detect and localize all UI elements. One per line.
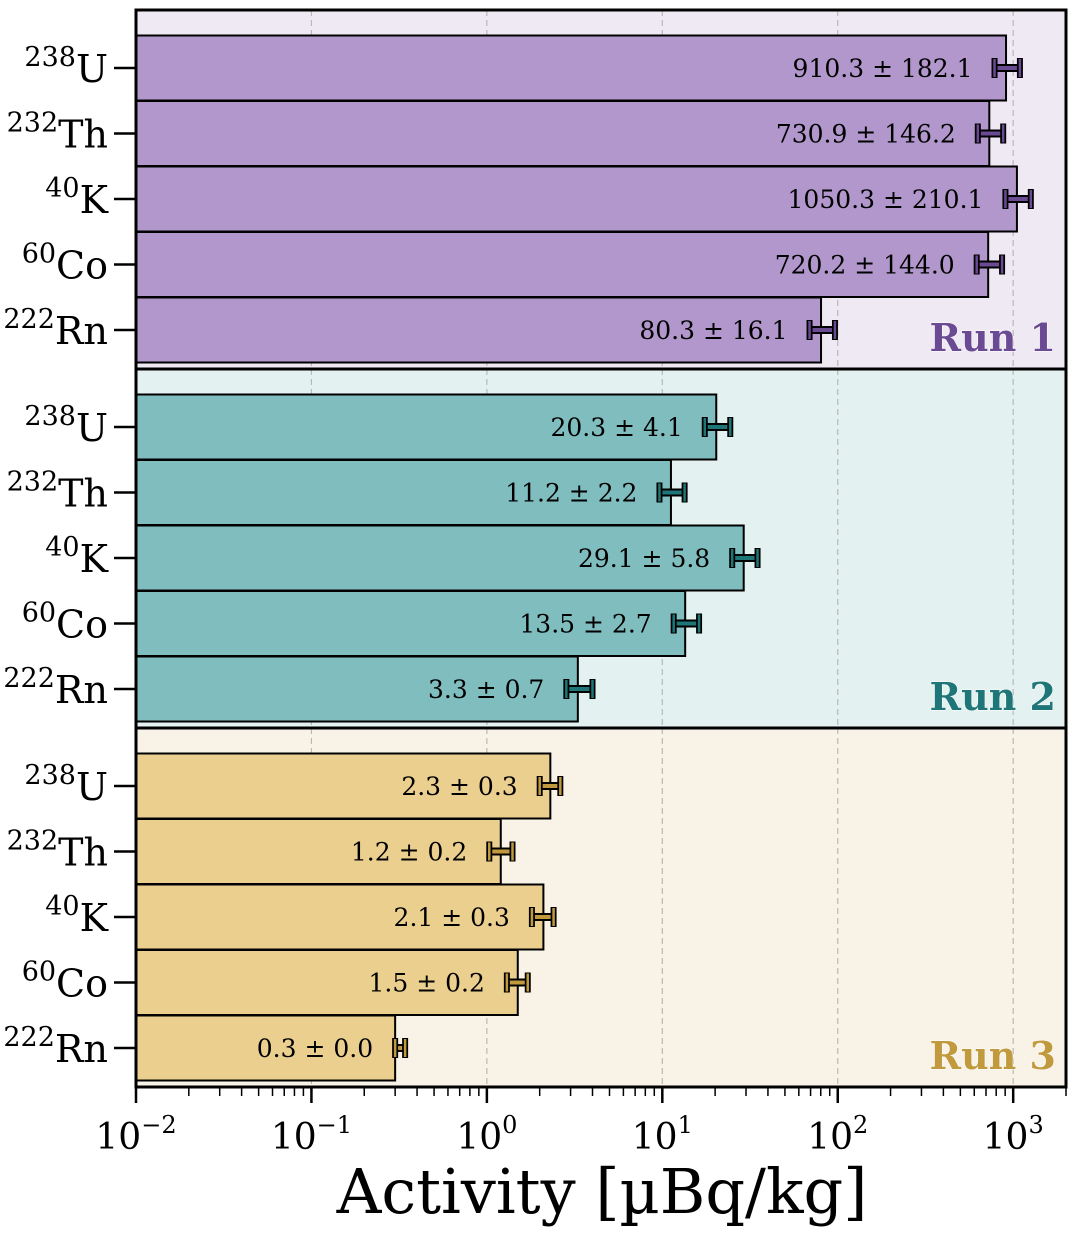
isotope-label: 40K bbox=[45, 891, 108, 940]
bar bbox=[135, 524, 745, 592]
bar bbox=[135, 165, 1018, 233]
isotope-label: 40K bbox=[45, 532, 108, 581]
error-bar bbox=[536, 776, 564, 796]
panel-run-1: 910.3 ± 182.1 730.9 ± 146.2 1050.3 ± 210.1… bbox=[3, 8, 1068, 371]
bar bbox=[135, 949, 519, 1016]
value-label: 1050.3 ± 210.1 bbox=[788, 185, 984, 214]
panel-run-3: 2.3 ± 0.3 1.2 ± 0.2 2.1 ± 0.3 1.5 ± 0.2 0.3 … bbox=[3, 726, 1068, 1089]
value-label: 20.3 ± 4.1 bbox=[551, 413, 683, 442]
error-bar bbox=[528, 907, 557, 927]
isotope-label: 60Co bbox=[22, 239, 108, 288]
bar bbox=[135, 459, 672, 526]
error-bar bbox=[974, 123, 1007, 144]
value-label: 13.5 ± 2.7 bbox=[519, 610, 651, 639]
value-label: 0.3 ± 0.0 bbox=[257, 1034, 373, 1063]
error-bar bbox=[729, 548, 761, 568]
value-label: 720.2 ± 144.0 bbox=[775, 251, 955, 280]
bar bbox=[135, 883, 545, 951]
panel-frame bbox=[134, 726, 1068, 1089]
bar bbox=[135, 231, 990, 298]
x-tick-label: 102 bbox=[807, 1111, 868, 1158]
run-label: Run 2 bbox=[929, 674, 1056, 719]
error-bar bbox=[806, 320, 838, 340]
bar bbox=[135, 1014, 397, 1082]
error-bar bbox=[670, 613, 703, 634]
error-bar bbox=[991, 58, 1023, 78]
isotope-label: 222Rn bbox=[3, 304, 108, 353]
bar bbox=[135, 34, 1008, 102]
error-bar bbox=[1002, 189, 1034, 209]
value-label: 910.3 ± 182.1 bbox=[793, 54, 973, 83]
bar bbox=[135, 296, 823, 364]
x-tick-label: 103 bbox=[983, 1111, 1044, 1158]
error-bar bbox=[973, 254, 1006, 275]
value-label: 29.1 ± 5.8 bbox=[578, 544, 710, 573]
value-label: 2.1 ± 0.3 bbox=[394, 903, 510, 932]
error-bar bbox=[392, 1038, 409, 1058]
isotope-label: 238U bbox=[24, 42, 108, 91]
value-label: 730.9 ± 146.2 bbox=[776, 120, 956, 149]
value-label: 3.3 ± 0.7 bbox=[428, 675, 544, 704]
isotope-label: 60Co bbox=[22, 598, 108, 647]
error-bar bbox=[486, 841, 516, 862]
isotope-label: 60Co bbox=[22, 957, 108, 1006]
x-tick-label: 101 bbox=[632, 1111, 693, 1158]
isotope-label: 238U bbox=[24, 760, 108, 809]
isotope-label: 232Th bbox=[7, 467, 108, 516]
run-label: Run 1 bbox=[929, 315, 1056, 360]
run-label: Run 3 bbox=[929, 1033, 1056, 1078]
error-bar bbox=[563, 679, 596, 699]
isotope-label: 222Rn bbox=[3, 1022, 108, 1071]
value-label: 11.2 ± 2.2 bbox=[505, 479, 637, 508]
x-tick-label: 10−2 bbox=[95, 1111, 176, 1158]
value-label: 1.5 ± 0.2 bbox=[369, 969, 485, 998]
x-axis-title: Activity [µBq/kg] bbox=[336, 1155, 868, 1228]
isotope-label: 238U bbox=[24, 401, 108, 450]
value-label: 80.3 ± 16.1 bbox=[639, 316, 787, 345]
isotope-label: 232Th bbox=[7, 826, 108, 875]
isotope-label: 232Th bbox=[7, 108, 108, 157]
panel-run-2: 20.3 ± 4.1 11.2 ± 2.2 29.1 ± 5.8 13.5 ± 2.7… bbox=[3, 367, 1068, 730]
x-tick-label: 10−1 bbox=[271, 1111, 352, 1158]
error-bar bbox=[701, 417, 734, 437]
error-bar bbox=[503, 972, 531, 993]
bar bbox=[135, 655, 579, 723]
value-label: 2.3 ± 0.3 bbox=[401, 772, 517, 801]
isotope-label: 40K bbox=[45, 173, 108, 222]
x-tick-label: 100 bbox=[456, 1111, 517, 1158]
value-label: 1.2 ± 0.2 bbox=[351, 838, 467, 867]
isotope-label: 222Rn bbox=[3, 663, 108, 712]
error-bar bbox=[656, 482, 688, 503]
x-axis: 10−2 10−1 100 101 102 103 bbox=[95, 1087, 1067, 1158]
panels-layer: 910.3 ± 182.1 730.9 ± 146.2 1050.3 ± 210.1… bbox=[3, 8, 1068, 1089]
